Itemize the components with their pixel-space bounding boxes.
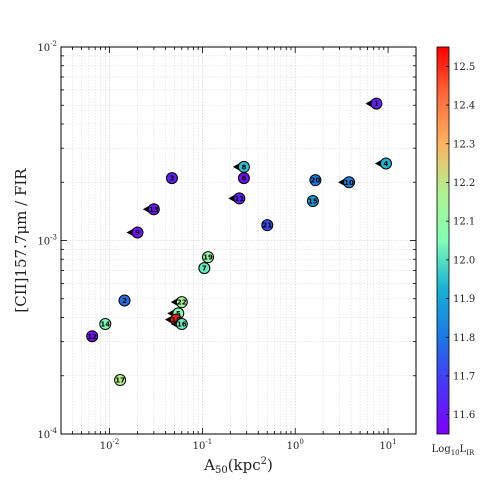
data-point-21: 21: [261, 219, 274, 232]
point-label: 5: [176, 310, 181, 318]
point-marker: [370, 97, 383, 110]
colorbar-tick-label: 11.6: [453, 410, 475, 421]
data-point-10: 10: [338, 176, 356, 189]
data-point-4: 4: [374, 157, 392, 170]
data-point-8: 8: [232, 160, 250, 173]
point-label: 6: [241, 175, 246, 183]
x-label-sup: 2: [261, 456, 267, 467]
point-label: 10: [344, 179, 354, 187]
data-point-11: 11: [228, 192, 246, 205]
point-label: 9: [135, 229, 140, 237]
colorbar-tick-label: 12.1: [453, 217, 475, 228]
point-label: 7: [202, 265, 207, 273]
point-marker: [118, 294, 131, 307]
colorbar-tick-label: 12.5: [453, 62, 475, 73]
point-marker: [175, 318, 188, 331]
data-point-6: 6: [237, 172, 250, 185]
colorbar-tick-label: 12.0: [453, 255, 475, 266]
point-label: 19: [203, 254, 213, 262]
x-tick-label: 100: [287, 438, 304, 452]
point-label: 21: [262, 222, 272, 230]
colorbar-tick-label: 11.7: [453, 371, 475, 382]
point-label: 8: [241, 163, 246, 171]
point-label: 2: [122, 297, 127, 305]
data-point-2: 2: [118, 294, 131, 307]
data-point-22: 22: [170, 296, 188, 309]
point-marker: [343, 176, 356, 189]
data-point-12: 12: [86, 330, 99, 343]
data-point-9: 9: [126, 226, 144, 239]
point-marker: [237, 172, 250, 185]
cb-label-main: Log: [432, 444, 452, 455]
point-label: 20: [311, 177, 321, 185]
data-point-1: 1: [365, 97, 383, 110]
data-point-14: 14: [99, 318, 112, 331]
grid-lines: [60, 46, 417, 435]
point-label: 15: [308, 198, 318, 206]
point-label: 1: [374, 100, 379, 108]
point-marker: [114, 374, 127, 387]
point-label: 22: [177, 299, 187, 307]
data-point-3: 3: [165, 172, 178, 185]
point-marker: [306, 195, 319, 208]
colorbar: 11.6 11.7 11.8 11.9 12.0 12.1 12.2 12.3 12.4 12.5: [436, 46, 475, 435]
x-tick-label: 101: [379, 438, 396, 452]
point-label: 14: [100, 321, 110, 329]
cb-label-tail-sub: IR: [466, 449, 475, 457]
data-point-7: 7: [198, 262, 211, 275]
colorbar-tick-label: 12.4: [453, 101, 475, 112]
x-tick-label: 10-1: [193, 438, 213, 452]
cb-label-tail: L: [460, 444, 467, 455]
point-marker: [86, 330, 99, 343]
colorbar-tick-label: 12.3: [453, 139, 475, 150]
point-label: 11: [234, 195, 244, 203]
point-marker: [379, 157, 392, 170]
data-point-16: 16: [170, 318, 188, 331]
data-point-20: 20: [309, 174, 322, 187]
point-marker: [233, 192, 246, 205]
data-point-13: 13: [142, 203, 160, 216]
point-label: 16: [177, 321, 187, 329]
data-point-15: 15: [306, 195, 319, 208]
point-label: 12: [87, 333, 97, 341]
point-marker: [131, 226, 144, 239]
y-tick-label: 10-4: [37, 427, 57, 441]
point-marker: [175, 296, 188, 309]
x-tick-label: 10-2: [100, 438, 120, 452]
point-label: 4: [384, 160, 389, 168]
x-label-main: A: [203, 456, 215, 474]
point-marker: [261, 219, 274, 232]
point-label: 17: [115, 377, 125, 385]
x-label-close: ): [267, 456, 273, 474]
point-marker: [309, 174, 322, 187]
data-point-19: 19: [202, 251, 215, 264]
x-axis-label: A50(kpc2): [203, 456, 273, 476]
colorbar-tick-label: 11.9: [453, 294, 475, 305]
point-marker: [198, 262, 211, 275]
y-tick-label: 10-3: [37, 234, 57, 248]
point-marker: [147, 203, 160, 216]
point-marker: [165, 172, 178, 185]
x-label-sub: 50: [215, 465, 228, 476]
cb-label-sub: 10: [451, 449, 460, 457]
point-label: 3: [170, 175, 175, 183]
point-label: 13: [149, 206, 159, 214]
y-tick-label: 10-2: [37, 40, 57, 54]
data-point-17: 17: [114, 374, 127, 387]
colorbar-tick-label: 11.8: [453, 333, 475, 344]
y-axis-label: [CII]157.7μm / FIR: [12, 168, 30, 313]
x-label-unit: (kpc: [228, 456, 261, 474]
colorbar-tick-label: 12.2: [453, 178, 475, 189]
point-marker: [99, 318, 112, 331]
point-label: 18: [171, 316, 181, 324]
point-marker: [202, 251, 215, 264]
colorbar-label: Log10LIR: [432, 444, 475, 457]
